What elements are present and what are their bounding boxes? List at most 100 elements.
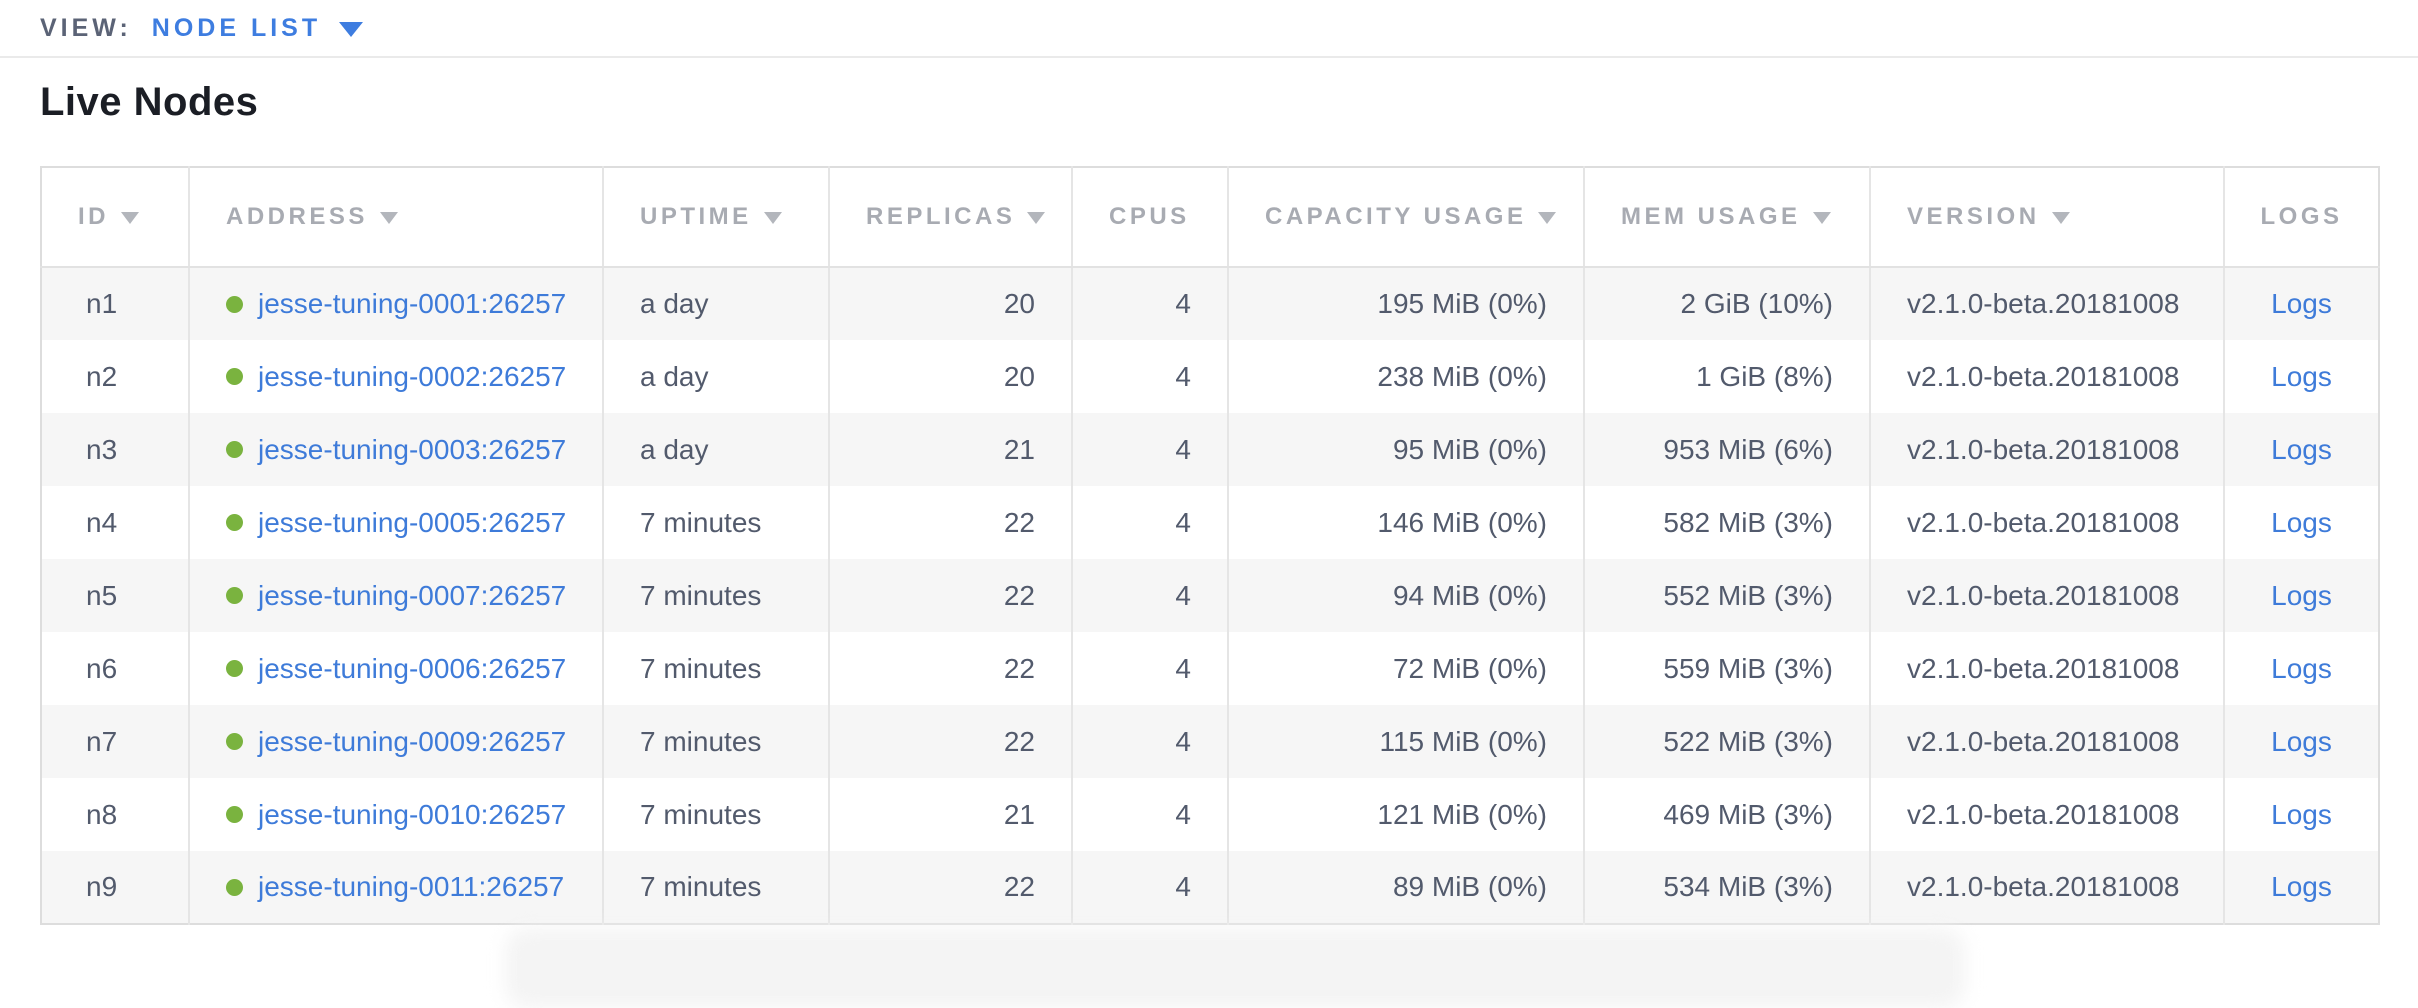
logs-link[interactable]: Logs [2271,871,2332,902]
node-uptime: a day [602,340,829,413]
table-row-n5: n5 jesse-tuning-0007:26257 7 minutes 22 4 94 … [41,559,2379,632]
node-logs-cell: Logs [2223,778,2379,851]
logs-link[interactable]: Logs [2271,433,2332,465]
column-header-cpus: CPUS [1071,167,1228,268]
column-label-capacity: CAPACITY USAGE [1265,203,1527,230]
node-address-link[interactable]: jesse-tuning-0010:26257 [258,798,567,830]
sort-desc-icon[interactable] [121,212,139,224]
node-cpus: 4 [1071,340,1228,413]
column-label-replicas: REPLICAS [866,203,1016,230]
column-header-address[interactable]: ADDRESS [188,167,603,268]
node-address-link[interactable]: jesse-tuning-0011:26257 [258,871,565,902]
node-address-link[interactable]: jesse-tuning-0002:26257 [258,360,567,392]
node-address-link[interactable]: jesse-tuning-0007:26257 [258,579,567,611]
node-mem: 469 MiB (3%) [1583,778,1870,851]
logs-link[interactable]: Logs [2271,579,2332,611]
table-row-n7: n7 jesse-tuning-0009:26257 7 minutes 22 4 115… [41,705,2379,778]
logs-link[interactable]: Logs [2271,506,2332,538]
live-nodes-table: ID ADDRESS UPTIME REPLICAS CPUS CAPACITY USAG… [40,166,2380,925]
node-uptime: a day [602,413,829,486]
sort-desc-icon[interactable] [1538,212,1557,224]
logs-link[interactable]: Logs [2271,652,2332,684]
column-header-mem[interactable]: MEM USAGE [1583,167,1870,268]
column-header-capacity[interactable]: CAPACITY USAGE [1227,167,1584,268]
node-address-link[interactable]: jesse-tuning-0001:26257 [258,288,567,319]
column-header-version[interactable]: VERSION [1869,167,2224,268]
logs-link[interactable]: Logs [2271,798,2332,830]
column-label-logs: LOGS [2260,203,2343,230]
table-row-n9: n9 jesse-tuning-0011:26257 7 minutes 22 4 89 … [41,851,2379,924]
sort-desc-icon[interactable] [1812,212,1831,224]
node-cpus: 4 [1071,486,1228,559]
node-replicas: 20 [828,267,1072,340]
node-version: v2.1.0-beta.20181008 [1869,851,2224,924]
column-header-logs: LOGS [2223,167,2379,268]
table-row-n1: n1 jesse-tuning-0001:26257 a day 20 4 195 MiB… [41,267,2379,340]
node-logs-cell: Logs [2223,851,2379,924]
node-capacity: 195 MiB (0%) [1227,267,1584,340]
logs-link[interactable]: Logs [2271,288,2332,319]
table-row-n6: n6 jesse-tuning-0006:26257 7 minutes 22 4 72 … [41,632,2379,705]
live-status-dot-icon [226,368,243,385]
node-address-link[interactable]: jesse-tuning-0006:26257 [258,652,567,684]
column-label-uptime: UPTIME [640,203,752,230]
view-dropdown-value[interactable]: NODE LIST [151,13,322,42]
node-mem: 1 GiB (8%) [1583,340,1870,413]
node-replicas: 21 [828,778,1072,851]
node-address-cell: jesse-tuning-0009:26257 [188,705,603,778]
node-logs-cell: Logs [2223,340,2379,413]
node-mem: 582 MiB (3%) [1583,486,1870,559]
node-address-cell: jesse-tuning-0005:26257 [188,486,603,559]
node-mem: 552 MiB (3%) [1583,559,1870,632]
view-bar: VIEW: NODE LIST [0,0,2418,58]
node-cpus: 4 [1071,705,1228,778]
table-header-row: ID ADDRESS UPTIME REPLICAS CPUS CAPACITY USAG… [41,167,2379,268]
logs-link[interactable]: Logs [2271,725,2332,757]
column-header-id[interactable]: ID [41,167,189,268]
node-replicas: 22 [828,632,1072,705]
node-version: v2.1.0-beta.20181008 [1869,340,2224,413]
sort-desc-icon[interactable] [379,212,398,224]
node-logs-cell: Logs [2223,486,2379,559]
sort-desc-icon[interactable] [1027,212,1046,224]
node-id: n3 [86,433,118,465]
node-mem: 559 MiB (3%) [1583,632,1870,705]
live-status-dot-icon [226,587,243,604]
node-address-cell: jesse-tuning-0007:26257 [188,559,603,632]
node-capacity: 94 MiB (0%) [1227,559,1584,632]
node-address-link[interactable]: jesse-tuning-0003:26257 [258,433,567,465]
view-dropdown[interactable]: NODE LIST [151,13,364,43]
node-address-cell: jesse-tuning-0010:26257 [188,778,603,851]
live-status-dot-icon [226,660,243,677]
node-mem: 534 MiB (3%) [1583,851,1870,924]
node-cpus: 4 [1071,413,1228,486]
node-address-link[interactable]: jesse-tuning-0009:26257 [258,725,567,757]
node-capacity: 89 MiB (0%) [1227,851,1584,924]
node-capacity: 115 MiB (0%) [1227,705,1584,778]
node-replicas: 21 [828,413,1072,486]
node-uptime: 7 minutes [602,778,829,851]
node-address-cell: jesse-tuning-0006:26257 [188,632,603,705]
node-id: n4 [86,506,118,538]
node-replicas: 22 [828,486,1072,559]
table-row-n8: n8 jesse-tuning-0010:26257 7 minutes 21 4 121… [41,778,2379,851]
caret-down-icon[interactable] [339,22,364,37]
table-row-n3: n3 jesse-tuning-0003:26257 a day 21 4 95 MiB … [41,413,2379,486]
node-capacity: 146 MiB (0%) [1227,486,1584,559]
node-uptime: 7 minutes [602,559,829,632]
node-address-cell: jesse-tuning-0001:26257 [188,267,603,340]
node-logs-cell: Logs [2223,559,2379,632]
node-mem: 522 MiB (3%) [1583,705,1870,778]
node-cpus: 4 [1071,632,1228,705]
node-uptime: 7 minutes [602,632,829,705]
logs-link[interactable]: Logs [2271,360,2332,392]
column-label-mem: MEM USAGE [1621,203,1801,230]
node-uptime: 7 minutes [602,851,829,924]
table-row-n2: n2 jesse-tuning-0002:26257 a day 20 4 238 MiB… [41,340,2379,413]
column-header-replicas[interactable]: REPLICAS [828,167,1072,268]
node-logs-cell: Logs [2223,413,2379,486]
node-address-link[interactable]: jesse-tuning-0005:26257 [258,506,567,538]
column-header-uptime[interactable]: UPTIME [602,167,829,268]
sort-desc-icon[interactable] [2051,212,2070,224]
sort-desc-icon[interactable] [763,212,782,224]
